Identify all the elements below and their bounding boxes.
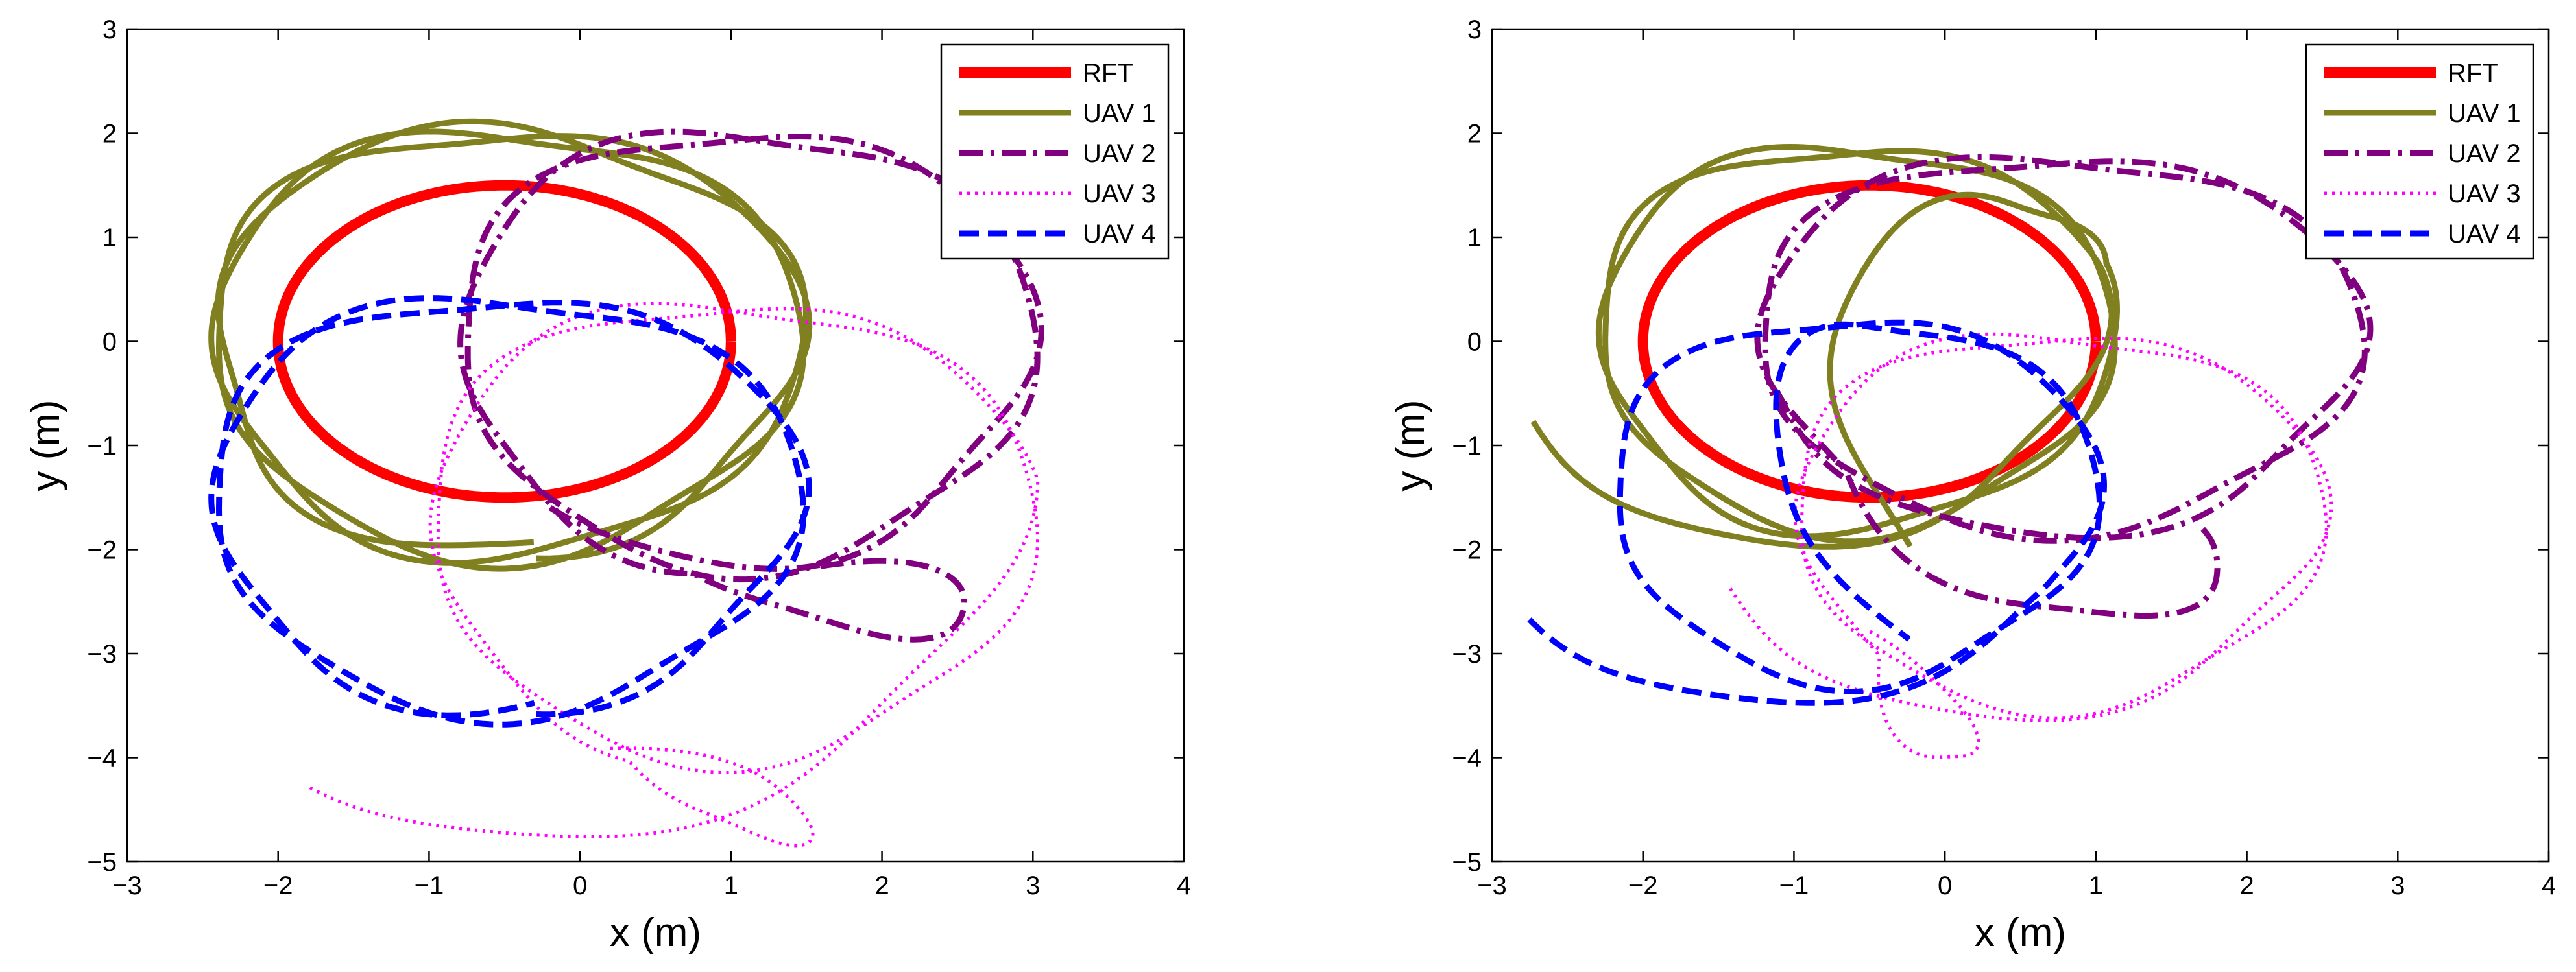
x-tick-label: 1	[2089, 871, 2103, 900]
right-trajectory-plot: −3 −2 −1 0 1 2 3 4 −5 −4 −3 −2 −1 0 1 2 3 x (m) y (m) RFT UA…	[1388, 16, 2556, 955]
series-group	[208, 118, 1044, 848]
y-axis-label: y (m)	[23, 399, 68, 491]
y-tick-label: −2	[1452, 536, 1482, 565]
y-tick-label: 1	[1467, 224, 1482, 252]
x-tick-label: 4	[2542, 871, 2556, 900]
legend: RFT UAV 1 UAV 2 UAV 3 UAV 4	[2305, 43, 2534, 260]
y-tick-label: 0	[1467, 328, 1482, 357]
x-tick-label: −3	[1477, 871, 1507, 900]
x-tick-label: 2	[2239, 871, 2254, 900]
series-group	[1527, 144, 2374, 759]
x-tick-label: 3	[1026, 871, 1040, 900]
x-tick-label: 2	[874, 871, 889, 900]
series-line-uav-2	[457, 128, 1044, 643]
series-line-uav-1	[208, 118, 813, 572]
x-tick-label: 3	[2390, 871, 2405, 900]
y-tick-label: −1	[1452, 432, 1482, 460]
y-tick-label: −5	[1452, 848, 1482, 877]
legend-label-rft: RFT	[2448, 59, 2498, 88]
x-tick-label: −1	[1779, 871, 1809, 900]
x-tick-label: −2	[1628, 871, 1658, 900]
series-line-uav-1	[1530, 144, 2120, 550]
series-line-uav-4	[1527, 319, 2107, 706]
y-tick-label: 0	[102, 328, 117, 357]
series-line-rft	[1637, 180, 2101, 503]
series-line-uav-2	[1754, 154, 2374, 619]
x-tick-label: 0	[573, 871, 587, 900]
legend-label-uav-3: UAV 3	[2448, 180, 2521, 208]
y-tick-label: 2	[1467, 120, 1482, 148]
y-tick-label: 3	[102, 16, 117, 44]
legend-label-rft: RFT	[1083, 59, 1133, 88]
series-line-uav-4	[208, 295, 812, 728]
legend-label-uav-4: UAV 4	[2448, 220, 2521, 248]
y-tick-label: −2	[87, 536, 117, 565]
y-tick-label: 3	[1467, 16, 1482, 44]
x-tick-label: −2	[263, 871, 293, 900]
y-tick-label: −5	[87, 848, 117, 877]
left-trajectory-plot: −3 −2 −1 0 1 2 3 4 −5 −4 −3 −2 −1 0 1 2 3 x (m) y (m) RFT UA…	[23, 16, 1191, 955]
legend: RFT UAV 1 UAV 2 UAV 3 UAV 4	[940, 43, 1170, 260]
y-tick-label: −4	[1452, 744, 1482, 773]
x-tick-label: 0	[1938, 871, 1952, 900]
series-line-rft	[272, 180, 736, 503]
legend-label-uav-1: UAV 1	[1083, 99, 1156, 128]
x-tick-label: 1	[724, 871, 738, 900]
y-tick-label: −4	[87, 744, 117, 773]
legend-label-uav-1: UAV 1	[2448, 99, 2521, 128]
y-axis-label: y (m)	[1388, 399, 1433, 491]
legend-label-uav-3: UAV 3	[1083, 180, 1156, 208]
y-tick-label: 2	[102, 120, 117, 148]
x-axis-label: x (m)	[1975, 910, 2066, 955]
y-tick-label: −1	[87, 432, 117, 460]
x-tick-label: −3	[112, 871, 142, 900]
legend-label-uav-2: UAV 2	[2448, 139, 2521, 168]
y-tick-label: 1	[102, 224, 117, 252]
legend-label-uav-4: UAV 4	[1083, 220, 1156, 248]
y-tick-label: −3	[87, 640, 117, 669]
x-axis-label: x (m)	[610, 910, 701, 955]
y-tick-label: −3	[1452, 640, 1482, 669]
legend-label-uav-2: UAV 2	[1083, 139, 1156, 168]
x-tick-label: −1	[415, 871, 444, 900]
x-tick-label: 4	[1177, 871, 1191, 900]
